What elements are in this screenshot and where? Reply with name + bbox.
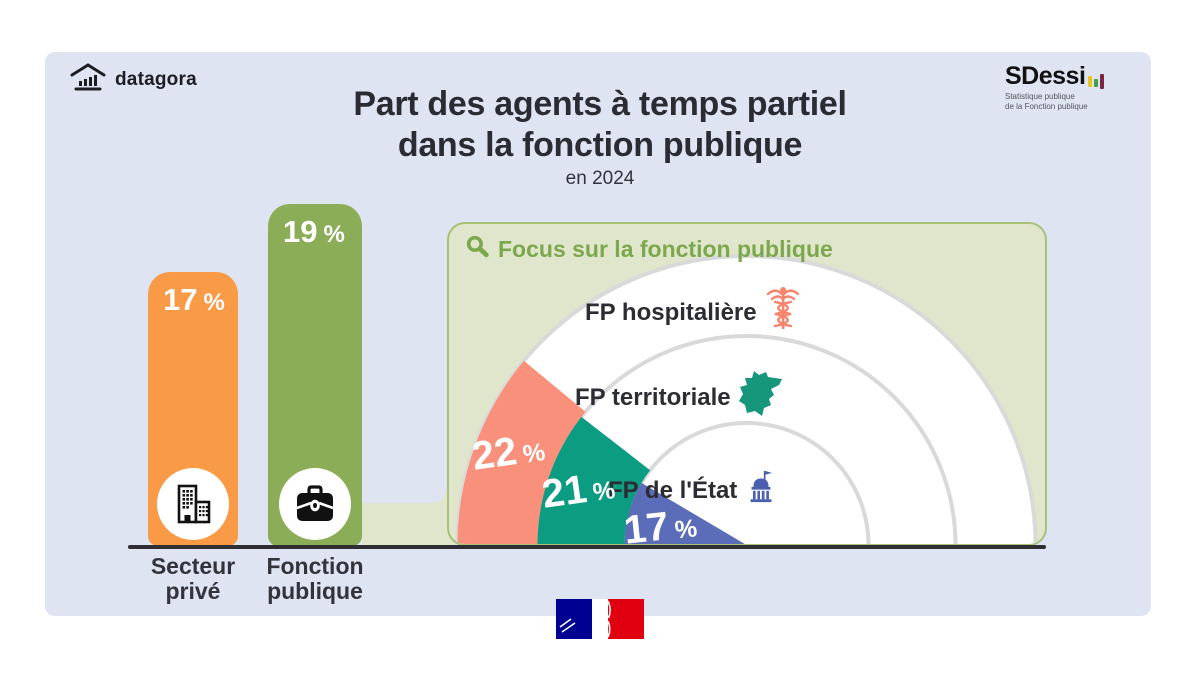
bar-fonction-publique: 19%	[268, 204, 362, 546]
axis-baseline	[128, 545, 1046, 549]
gauge-wedge-2	[624, 482, 745, 544]
magnifier-icon	[465, 234, 490, 265]
government-building-icon	[744, 469, 778, 512]
sdessi-logo: SDessi Statistique publique de la Foncti…	[1005, 64, 1145, 113]
datagora-logo: datagora	[70, 62, 197, 97]
focus-header: Focus sur la fonction publique	[465, 234, 833, 265]
page-title: Part des agents à temps partiel dans la …	[353, 85, 847, 164]
ring-label-fp-hospitaliere: FP hospitalière	[585, 286, 802, 339]
brand-name: datagora	[115, 68, 197, 90]
bar-category-secteur-prive: Secteur privé	[150, 553, 236, 605]
republique-francaise-logo	[556, 599, 644, 639]
publisher-tagline: Statistique publique de la Fonction publ…	[1005, 92, 1088, 112]
gauge-wedge-1	[537, 416, 651, 544]
bar-secteur-prive: 17%	[148, 272, 238, 546]
bar-value-label: 17%	[163, 282, 225, 317]
sdessi-bars-icon	[1088, 74, 1105, 89]
ring-label-fp-territoriale: FP territoriale	[575, 370, 784, 425]
ring-label-fp-etat: FP de l'État	[608, 469, 778, 512]
gauge-wedge-0	[457, 360, 586, 544]
datagora-chart-icon	[70, 62, 106, 97]
briefcase-icon	[279, 468, 351, 540]
bar-category-fonction-publique: Fonction publique	[266, 553, 364, 605]
office-building-icon	[157, 468, 229, 540]
caduceus-icon	[764, 286, 802, 339]
publisher-name: SDessi	[1005, 62, 1086, 90]
bar-value-label: 19%	[283, 214, 345, 249]
france-map-icon	[738, 370, 784, 425]
page-subtitle: en 2024	[565, 168, 635, 189]
focus-title: Focus sur la fonction publique	[498, 236, 833, 262]
gauge-rings	[455, 254, 1038, 544]
focus-connector-fillet	[362, 483, 447, 503]
gauge-value-fp-etat: 17%	[621, 504, 699, 553]
